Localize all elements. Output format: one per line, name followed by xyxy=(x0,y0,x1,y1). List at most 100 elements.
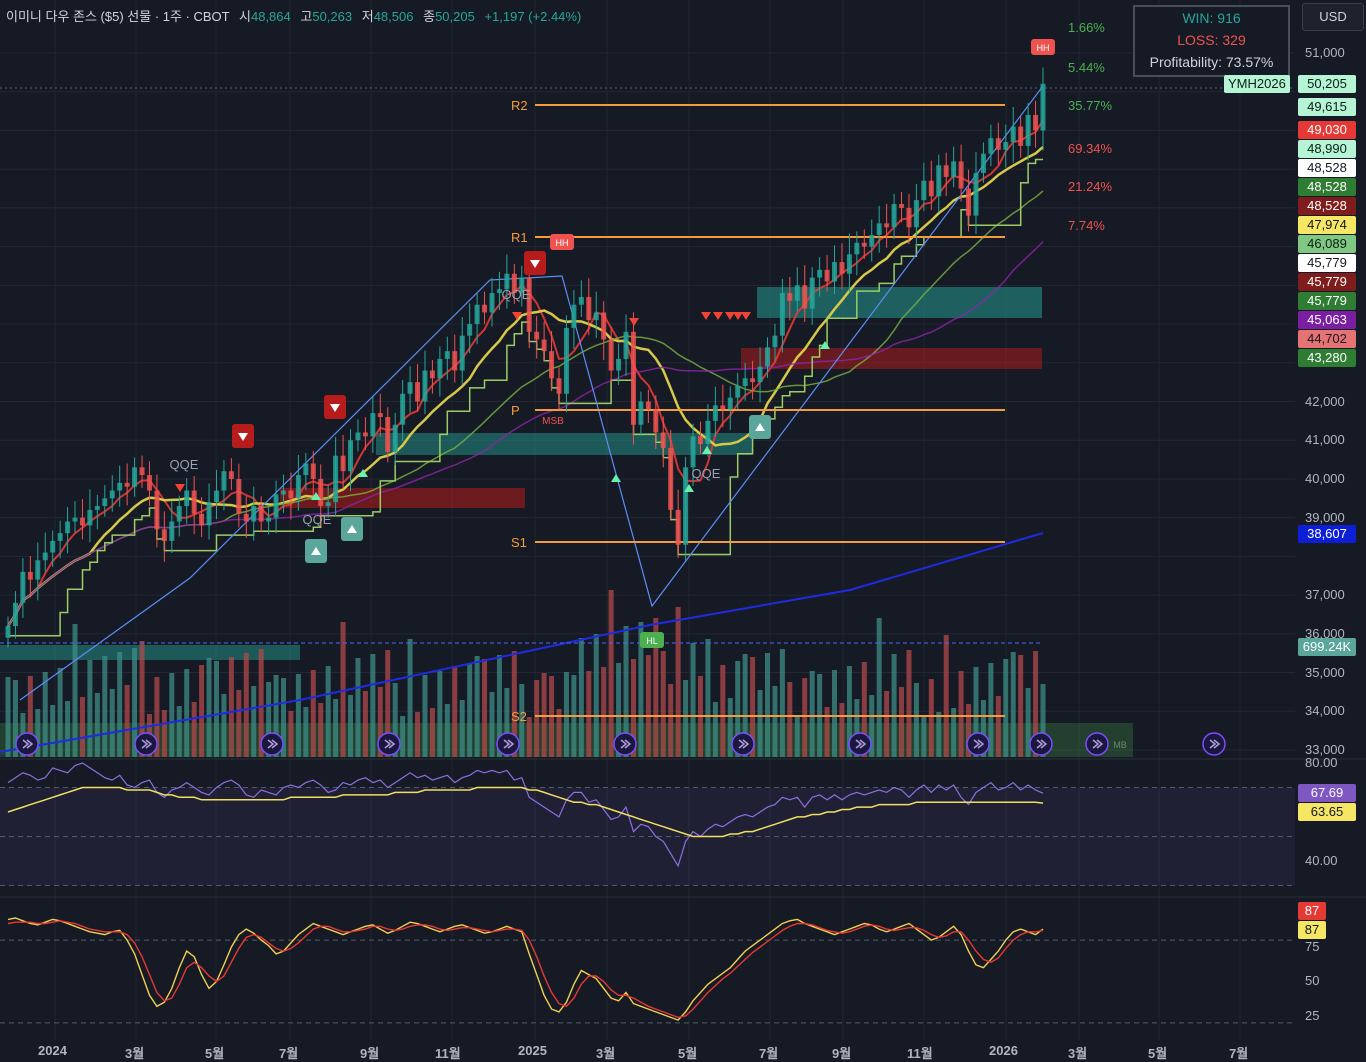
candle-body xyxy=(951,161,957,177)
candle-body xyxy=(846,254,852,274)
candle-body xyxy=(437,358,443,379)
volume-bar xyxy=(519,684,525,757)
candle-body xyxy=(645,401,651,410)
volume-bar xyxy=(467,663,473,757)
candle-body xyxy=(839,262,845,274)
candle-body xyxy=(161,529,167,541)
event-icon-glyph xyxy=(267,739,279,749)
candle-body xyxy=(705,420,711,445)
volume-bar xyxy=(5,677,11,757)
close-value: 50,205 xyxy=(435,9,475,24)
candle-body xyxy=(824,269,830,282)
candle-body xyxy=(154,490,160,530)
volume-bar xyxy=(869,695,875,757)
volume-bar xyxy=(1010,652,1016,757)
price-axis-label: 33,000 xyxy=(1305,742,1345,757)
volume-bar xyxy=(333,699,339,757)
time-axis-label: 11월 xyxy=(435,1046,461,1061)
volume-bar xyxy=(623,626,629,757)
time-axis-label: 5월 xyxy=(678,1046,698,1061)
volume-bar xyxy=(556,709,562,757)
volume-bar xyxy=(35,709,41,757)
volume-bar xyxy=(839,703,845,757)
candle-body xyxy=(288,490,294,499)
volume-bar xyxy=(891,654,897,757)
volume-bar xyxy=(638,622,644,757)
volume-bar xyxy=(169,673,175,757)
volume-bar xyxy=(273,675,279,757)
candle-body xyxy=(295,475,301,499)
high-value: 50,263 xyxy=(312,9,353,24)
candle-body xyxy=(496,289,502,294)
candle-body xyxy=(638,401,644,425)
candle-body xyxy=(653,409,659,433)
volume-bar xyxy=(906,650,912,757)
price-tag: 45,779 xyxy=(1298,273,1356,291)
event-icon-glyph xyxy=(1209,739,1221,749)
candle-body xyxy=(1025,114,1031,146)
volume-bar xyxy=(94,693,100,757)
sell-arrow xyxy=(512,312,522,320)
percent-label: 5.44% xyxy=(1068,60,1105,75)
price-tag: 48,990 xyxy=(1298,140,1356,158)
volume-bar xyxy=(377,687,383,757)
signal-markers: HH HH HL QQE QQE QQE QQE MSB MB xyxy=(15,39,1226,756)
volume-bar xyxy=(87,660,93,757)
candle-body xyxy=(616,358,622,371)
volume-bar xyxy=(400,716,406,757)
volume-bar xyxy=(973,667,979,757)
currency-button[interactable]: USD xyxy=(1302,3,1364,31)
candle-body xyxy=(407,382,413,394)
candle-body xyxy=(884,223,890,228)
indicator-value-tag: 87 xyxy=(1298,902,1326,920)
indicator-lines xyxy=(0,85,1044,753)
volume-bar xyxy=(683,680,689,757)
loss-count: LOSS: 329 xyxy=(1177,32,1246,48)
candle-body xyxy=(601,312,607,340)
price-axis-label: 39,000 xyxy=(1305,509,1345,525)
volume-bar xyxy=(310,670,316,757)
time-axis-label: 5월 xyxy=(1148,1046,1168,1061)
buy-arrow xyxy=(611,474,621,482)
volume-bar xyxy=(951,708,957,757)
pivot-lines: R2 R1 P S1 S2 xyxy=(0,87,1295,724)
volume-bar xyxy=(876,618,882,757)
volume-bar xyxy=(340,622,346,757)
volume-bar xyxy=(295,674,301,757)
candle-body xyxy=(385,416,391,452)
volume-bar xyxy=(616,663,622,757)
volume-bar xyxy=(303,707,309,757)
candle-body xyxy=(65,521,71,534)
sell-arrow xyxy=(713,312,723,320)
volume-bar xyxy=(504,688,510,757)
event-icon-glyph xyxy=(22,739,34,749)
volume-bar xyxy=(42,672,48,757)
volume-bar xyxy=(184,669,190,757)
candle-body xyxy=(556,378,562,394)
candle-body xyxy=(415,382,421,402)
volume-bar xyxy=(668,684,674,757)
candle-body xyxy=(482,304,488,313)
volume-bar xyxy=(27,676,33,757)
volume-bar xyxy=(228,657,234,757)
buy-arrow xyxy=(311,492,321,500)
candle-body xyxy=(117,482,123,491)
volume-bar xyxy=(511,651,517,757)
candle-body xyxy=(764,347,770,367)
sell-arrow xyxy=(741,312,751,320)
event-icon-glyph xyxy=(503,739,515,749)
candle-body xyxy=(995,138,1001,150)
candle-body xyxy=(184,490,190,507)
price-axis-label: 42,000 xyxy=(1305,393,1345,409)
event-icon-glyph xyxy=(384,739,396,749)
candle-body xyxy=(906,207,912,228)
candle-body xyxy=(422,370,428,402)
volume-bar xyxy=(221,694,227,757)
volume-bar xyxy=(757,690,763,757)
candle-body xyxy=(1040,83,1046,131)
time-axis-label: 3월 xyxy=(1068,1046,1088,1061)
volume-bar xyxy=(206,658,212,757)
sell-arrow xyxy=(701,312,711,320)
candle-body xyxy=(87,509,93,526)
